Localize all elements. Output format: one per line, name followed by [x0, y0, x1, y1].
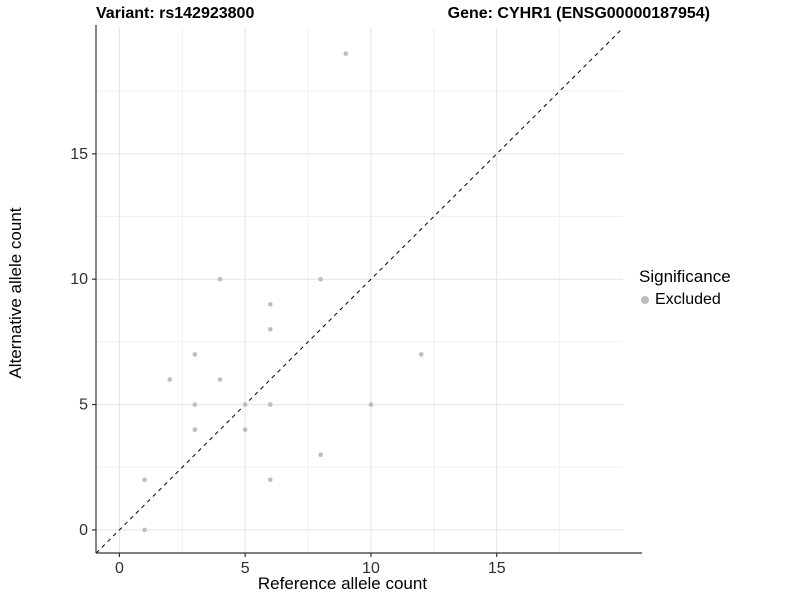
data-point	[242, 402, 248, 407]
legend: Significance Excluded	[639, 267, 731, 309]
data-point	[268, 402, 273, 407]
data-point	[418, 352, 424, 357]
chart-title-variant: Variant: rs142923800	[96, 5, 255, 22]
y-tick-label: 0	[79, 522, 88, 539]
data-point	[268, 477, 273, 483]
chart-title-gene: Gene: CYHR1 (ENSG00000187954)	[447, 5, 710, 22]
x-tick-label: 5	[241, 560, 250, 577]
data-point	[142, 527, 147, 533]
data-point	[368, 402, 374, 407]
y-tick-label: 15	[70, 146, 88, 163]
data-point	[318, 452, 323, 458]
identity-reference-line	[95, 27, 624, 554]
data-point	[268, 301, 273, 307]
y-tick-label: 5	[79, 397, 88, 414]
data-point	[242, 427, 248, 432]
data-point	[217, 276, 223, 282]
data-point	[268, 327, 273, 332]
data-point	[192, 402, 198, 407]
legend-point-icon	[641, 296, 649, 304]
data-point	[318, 276, 323, 282]
chart-header: Variant: rs142923800 Gene: CYHR1 (ENSG00…	[96, 5, 710, 23]
x-tick-label: 0	[115, 560, 124, 577]
x-axis-title: Reference allele count	[257, 574, 428, 593]
legend-item: Excluded	[639, 291, 731, 309]
y-tick-label: 10	[70, 271, 88, 288]
x-tick-label: 15	[488, 560, 506, 577]
legend-title: Significance	[639, 267, 731, 286]
data-point	[192, 427, 198, 432]
data-point	[167, 377, 173, 382]
legend-item-label: Excluded	[655, 291, 721, 308]
data-point	[142, 477, 147, 483]
data-point	[217, 377, 223, 382]
data-point	[343, 51, 349, 56]
y-axis-title: Alternative allele count	[6, 207, 25, 379]
x-tick-label: 10	[362, 560, 380, 577]
data-point	[192, 352, 198, 357]
